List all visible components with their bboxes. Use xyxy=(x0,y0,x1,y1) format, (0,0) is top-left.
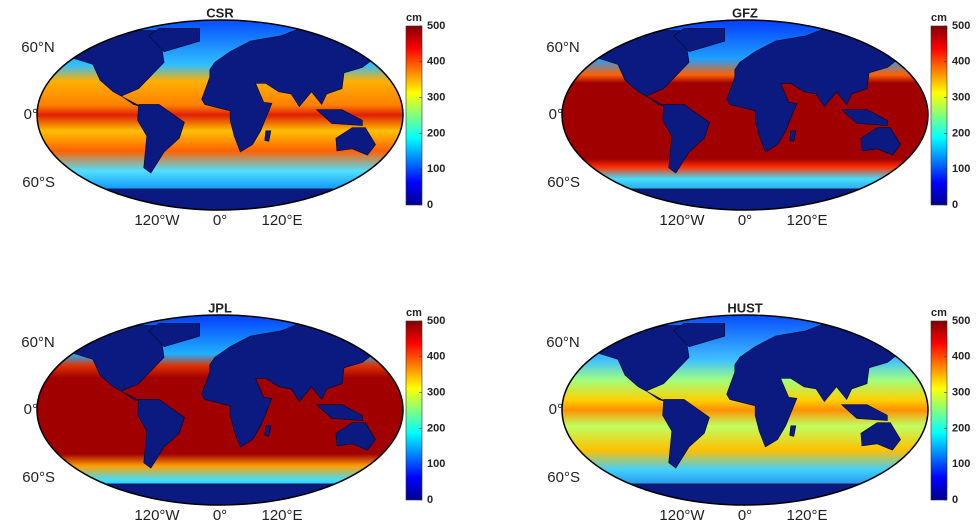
colorbar xyxy=(930,25,948,206)
colorbar-tick-label: 300 xyxy=(952,92,970,104)
lat-label: 0° xyxy=(549,106,563,123)
map-panel: GFZ 60°N 0° 60°S 120°W 0° 120°E cm 0 100 200 300 400… xyxy=(546,5,970,229)
colorbar xyxy=(405,25,423,206)
ocean-field xyxy=(562,315,928,505)
panel-title: HUST xyxy=(727,300,762,315)
lon-label: 120°E xyxy=(261,507,302,524)
colorbar-unit: cm xyxy=(931,12,947,24)
colorbar-tick-label: 0 xyxy=(952,494,958,506)
lon-label: 0° xyxy=(738,507,752,524)
lat-label: 60°N xyxy=(546,39,580,56)
map xyxy=(37,20,403,210)
colorbar-tick-label: 100 xyxy=(952,458,970,470)
colorbar-tick-label: 100 xyxy=(427,163,445,175)
map-panel: HUST 60°N 0° 60°S 120°W 0° 120°E cm 0 100 200 300 40… xyxy=(546,300,970,524)
map-frame xyxy=(561,19,929,211)
lon-label: 120°W xyxy=(134,507,180,524)
lon-label: 120°W xyxy=(659,212,705,229)
colorbar-unit: cm xyxy=(931,307,947,319)
colorbar xyxy=(930,320,948,501)
lat-label: 60°S xyxy=(22,174,55,191)
lon-label: 0° xyxy=(213,507,227,524)
colorbar-tick-label: 200 xyxy=(952,422,970,434)
map-frame xyxy=(36,314,404,506)
colorbar-tick-label: 400 xyxy=(427,56,445,68)
lon-label: 0° xyxy=(738,212,752,229)
colorbar-tick-label: 400 xyxy=(952,56,970,68)
lon-label: 120°W xyxy=(134,212,180,229)
ocean-field xyxy=(562,20,928,210)
colorbar-tick-label: 200 xyxy=(952,127,970,139)
colorbar-tick-label: 0 xyxy=(427,199,433,211)
map-frame xyxy=(561,314,929,506)
colorbar-tick-label: 200 xyxy=(427,127,445,139)
colorbar-tick-label: 0 xyxy=(427,494,433,506)
colorbar-tick-label: 400 xyxy=(952,351,970,363)
ocean-field xyxy=(37,20,403,210)
lat-label: 60°N xyxy=(21,39,55,56)
colorbar-tick-label: 500 xyxy=(952,20,970,32)
lat-label: 60°N xyxy=(546,334,580,351)
colorbar-tick-label: 400 xyxy=(427,351,445,363)
panel-title: CSR xyxy=(206,5,234,20)
lon-label: 120°E xyxy=(261,212,302,229)
lat-label: 0° xyxy=(24,106,38,123)
lon-label: 120°W xyxy=(659,507,705,524)
panel-title: JPL xyxy=(208,300,232,315)
colorbar-tick-label: 100 xyxy=(952,163,970,175)
colorbar-unit: cm xyxy=(406,307,422,319)
map xyxy=(562,315,928,505)
lon-label: 120°E xyxy=(786,507,827,524)
lat-label: 0° xyxy=(549,401,563,418)
colorbar-tick-label: 500 xyxy=(427,315,445,327)
map xyxy=(562,20,928,210)
lon-label: 120°E xyxy=(786,212,827,229)
lon-label: 0° xyxy=(213,212,227,229)
colorbar-unit: cm xyxy=(406,12,422,24)
map-frame xyxy=(36,19,404,211)
map xyxy=(37,315,403,505)
panel-title: GFZ xyxy=(732,5,758,20)
colorbar-tick-label: 200 xyxy=(427,422,445,434)
colorbar-tick-label: 300 xyxy=(427,92,445,104)
lat-label: 0° xyxy=(24,401,38,418)
colorbar-tick-label: 300 xyxy=(952,387,970,399)
colorbar xyxy=(405,320,423,501)
colorbar-tick-label: 500 xyxy=(427,20,445,32)
lat-label: 60°S xyxy=(547,469,580,486)
ocean-field xyxy=(37,315,403,505)
map-panel: JPL 60°N 0° 60°S 120°W 0° 120°E cm 0 100 200 300 400… xyxy=(21,300,445,524)
colorbar-tick-label: 100 xyxy=(427,458,445,470)
lat-label: 60°N xyxy=(21,334,55,351)
lat-label: 60°S xyxy=(547,174,580,191)
panels: CSR 60°N 0° 60°S 120°W 0° 120°E cm 0 100 200 300 400… xyxy=(21,5,970,524)
colorbar-tick-label: 500 xyxy=(952,315,970,327)
colorbar-tick-label: 0 xyxy=(952,199,958,211)
lat-label: 60°S xyxy=(22,469,55,486)
map-panel: CSR 60°N 0° 60°S 120°W 0° 120°E cm 0 100 200 300 400… xyxy=(21,5,445,229)
colorbar-tick-label: 300 xyxy=(427,387,445,399)
